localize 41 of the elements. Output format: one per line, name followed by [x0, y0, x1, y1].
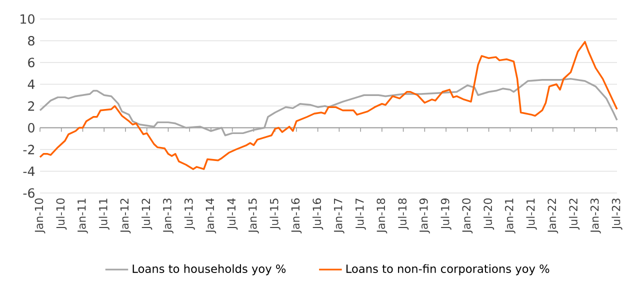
line-series	[39, 40, 618, 170]
y-tick-label: 6	[28, 58, 34, 68]
x-tick-label: Jan-17	[334, 198, 344, 234]
x-tick-label: Jan-11	[78, 198, 88, 234]
y-tick-label: 8	[28, 36, 34, 46]
x-tick-label: Jan-18	[376, 198, 388, 234]
x-tick-label: Jan-23	[590, 198, 601, 234]
x-tick-label: Jan-15	[248, 198, 259, 234]
y-tick-label: 2	[28, 101, 34, 111]
x-tick-label: Jan-14	[206, 198, 216, 234]
x-tick-label: Jul-23	[612, 198, 622, 230]
x-tick-label: Jul-11	[98, 198, 110, 230]
x-tick-label: Jul-18	[398, 198, 409, 230]
x-tick-label: Jul-21	[526, 198, 537, 230]
legend-label: Loans to non-fin corporations yoy %	[346, 264, 550, 276]
x-tick-label: Jan-13	[163, 198, 174, 234]
x-tick-label: Jan-12	[120, 198, 131, 234]
line-series	[39, 78, 618, 136]
x-tick-label: Jul-13	[184, 198, 195, 230]
x-tick-label: Jan-10	[34, 198, 46, 234]
y-tick-label: -6	[23, 188, 34, 198]
x-tick-label: Jan-21	[504, 198, 516, 234]
x-tick-label: Jul-17	[355, 198, 366, 230]
x-tick-label: Jul-19	[440, 198, 452, 230]
y-tick-label: -2	[23, 144, 34, 154]
x-tick-label: Jul-14	[227, 198, 238, 230]
x-tick-label: Jul-16	[312, 198, 324, 230]
x-tick-label: Jan-22	[548, 198, 558, 234]
x-tick-label: Jul-20	[483, 198, 494, 230]
x-tick-label: Jul-15	[270, 198, 280, 230]
legend-label: Loans to households yoy %	[132, 264, 286, 276]
x-tick-label: Jan-19	[419, 198, 430, 234]
y-tick-label: 10	[20, 14, 34, 24]
x-tick-label: Jan-20	[462, 198, 473, 234]
y-tick-label: 4	[28, 80, 35, 89]
x-tick-label: Jul-10	[56, 198, 67, 230]
x-tick-label: Jan-16	[291, 198, 302, 234]
x-tick-label: Jul-22	[568, 198, 580, 230]
y-tick-label: 0	[28, 122, 34, 133]
x-tick-label: Jul-12	[142, 198, 152, 230]
y-tick-label: -4	[23, 166, 35, 176]
